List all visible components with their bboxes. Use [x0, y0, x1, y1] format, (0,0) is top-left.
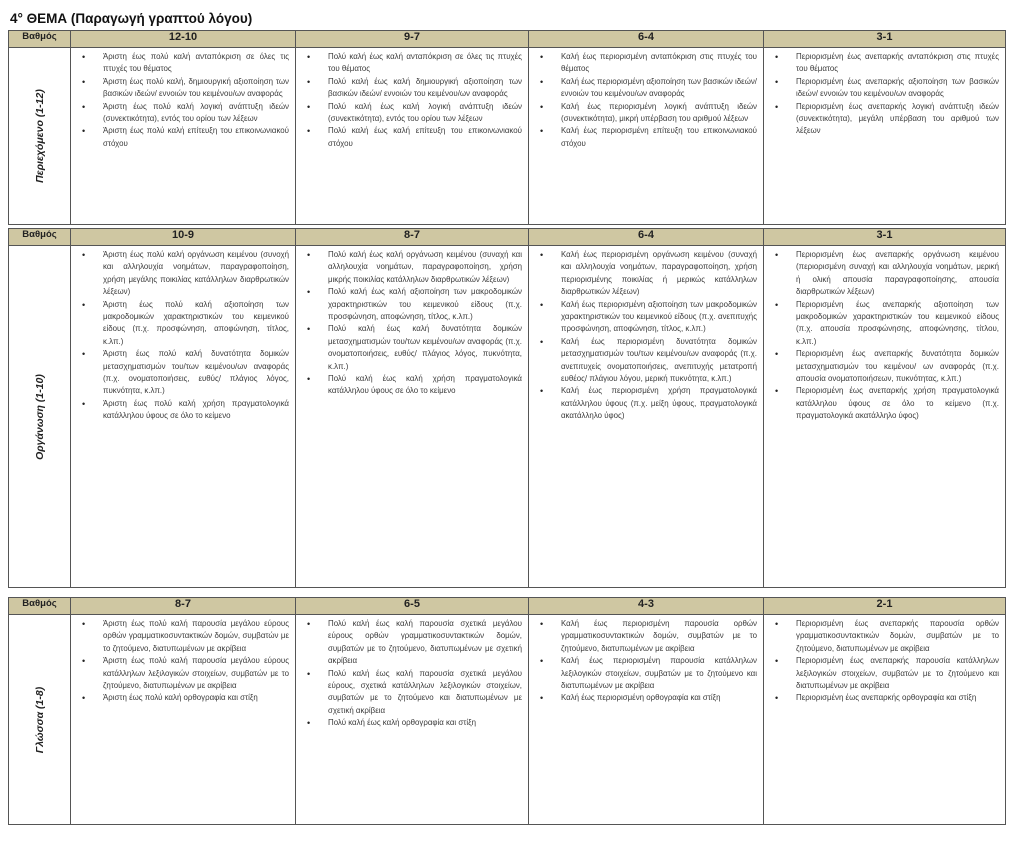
grade-header-row: Βαθμός 12-10 9-7 6-4 3-1 [8, 30, 1006, 48]
grade-label: Βαθμός [8, 30, 71, 48]
band-cell: Άριστη έως πολύ καλή παρουσία μεγάλου εύ… [70, 614, 296, 825]
descriptor-item: Καλή έως περιορισμένη δυνατότητα δομικών… [540, 336, 757, 386]
descriptor-item: Άριστη έως πολύ καλή ορθογραφία και στίξ… [82, 692, 289, 705]
descriptor-item: Καλή έως περιορισμένη παρουσία ορθών γρα… [540, 618, 757, 655]
descriptor-item: Πολύ καλή έως καλή δυνατότητα δομικών με… [307, 323, 522, 373]
descriptor-item: Πολύ καλή έως καλή παρουσία σχετικά μεγά… [307, 618, 522, 668]
descriptor-item: Καλή έως περιορισμένη αξιοποίηση των μακ… [540, 299, 757, 336]
descriptor-item: Άριστη έως πολύ καλή ανταπόκριση σε όλες… [82, 51, 289, 76]
descriptor-list: Περιορισμένη έως ανεπαρκής παρουσία ορθώ… [764, 618, 999, 705]
descriptor-item: Καλή έως περιορισμένη ορθογραφία και στί… [540, 692, 757, 705]
grade-range: 6-5 [295, 597, 529, 615]
descriptor-item: Καλή έως περιορισμένη χρήση πραγματολογι… [540, 385, 757, 422]
grade-range: 6-4 [528, 30, 764, 48]
grade-range: 3-1 [763, 228, 1006, 246]
grade-header-row: Βαθμός 10-9 8-7 6-4 3-1 [8, 228, 1006, 246]
grade-range: 6-4 [528, 228, 764, 246]
criterion-cell: Γλώσσα (1-8) [8, 614, 71, 825]
descriptor-item: Καλή έως περιορισμένη παρουσία κατάλληλω… [540, 655, 757, 692]
band-cell: Πολύ καλή έως καλή ανταπόκριση σε όλες τ… [295, 47, 529, 225]
criterion-cell: Οργάνωση (1-10) [8, 245, 71, 588]
descriptor-item: Πολύ καλή έως καλή παρουσία σχετικά μεγά… [307, 668, 522, 718]
descriptor-item: Πολύ καλή έως καλή δημιουργική αξιοποίησ… [307, 76, 522, 101]
band-cell: Άριστη έως πολύ καλή οργάνωση κειμένου (… [70, 245, 296, 588]
descriptor-item: Περιορισμένη έως ανεπαρκής παρουσία ορθώ… [775, 618, 999, 655]
criterion-label: Περιεχόμενο (1-12) [33, 89, 46, 183]
criterion-row: Γλώσσα (1-8) Άριστη έως πολύ καλή παρουσί… [8, 614, 1006, 825]
criterion-label: Οργάνωση (1-10) [33, 373, 46, 460]
document-title: 4° ΘΕΜΑ (Παραγωγή γραπτού λόγου) [10, 11, 253, 26]
descriptor-item: Περιορισμένη έως ανεπαρκής ορθογραφία κα… [775, 692, 999, 705]
descriptor-item: Άριστη έως πολύ καλή, δημιουργική αξιοπο… [82, 76, 289, 101]
descriptor-item: Πολύ καλή έως καλή ορθογραφία και στίξη [307, 717, 522, 730]
criterion-cell: Περιεχόμενο (1-12) [8, 47, 71, 225]
descriptor-list: Περιορισμένη έως ανεπαρκής ανταπόκριση σ… [764, 51, 999, 138]
descriptor-list: Καλή έως περιορισμένη παρουσία ορθών γρα… [529, 618, 757, 705]
descriptor-item: Περιορισμένη έως ανεπαρκής χρήση πραγματ… [775, 385, 999, 422]
descriptor-item: Άριστη έως πολύ καλή λογική ανάπτυξη ιδε… [82, 101, 289, 126]
band-cell: Άριστη έως πολύ καλή ανταπόκριση σε όλες… [70, 47, 296, 225]
descriptor-item: Άριστη έως πολύ καλή αξιοποίηση των μακρ… [82, 299, 289, 349]
descriptor-item: Άριστη έως πολύ καλή παρουσία μεγάλου εύ… [82, 655, 289, 692]
grade-range: 12-10 [70, 30, 296, 48]
descriptor-item: Καλή έως περιορισμένη ανταπόκριση στις π… [540, 51, 757, 76]
descriptor-item: Άριστη έως πολύ καλή επίτευξη του επικοι… [82, 125, 289, 150]
descriptor-item: Καλή έως περιορισμένη επίτευξη του επικο… [540, 125, 757, 150]
descriptor-item: Περιορισμένη έως ανεπαρκής αξιοποίηση τω… [775, 299, 999, 349]
descriptor-item: Καλή έως περιορισμένη λογική ανάπτυξη ιδ… [540, 101, 757, 126]
descriptor-item: Περιορισμένη έως ανεπαρκής δυνατότητα δο… [775, 348, 999, 385]
grade-range: 10-9 [70, 228, 296, 246]
descriptor-list: Άριστη έως πολύ καλή ανταπόκριση σε όλες… [71, 51, 289, 150]
descriptor-item: Περιορισμένη έως ανεπαρκής οργάνωση κειμ… [775, 249, 999, 299]
grade-range: 2-1 [763, 597, 1006, 615]
descriptor-item: Πολύ καλή έως καλή αξιοποίηση των μακροδ… [307, 286, 522, 323]
grade-range: 3-1 [763, 30, 1006, 48]
grade-header-row: Βαθμός 8-7 6-5 4-3 2-1 [8, 597, 1006, 615]
descriptor-list: Πολύ καλή έως καλή παρουσία σχετικά μεγά… [296, 618, 522, 730]
band-cell: Περιορισμένη έως ανεπαρκής οργάνωση κειμ… [763, 245, 1006, 588]
descriptor-item: Καλή έως περιορισμένη αξιοποίηση των βασ… [540, 76, 757, 101]
descriptor-list: Πολύ καλή έως καλή ανταπόκριση σε όλες τ… [296, 51, 522, 150]
descriptor-item: Πολύ καλή έως καλή λογική ανάπτυξη ιδεών… [307, 101, 522, 126]
descriptor-item: Άριστη έως πολύ καλή χρήση πραγματολογικ… [82, 398, 289, 423]
descriptor-list: Άριστη έως πολύ καλή παρουσία μεγάλου εύ… [71, 618, 289, 705]
descriptor-item: Άριστη έως πολύ καλή οργάνωση κειμένου (… [82, 249, 289, 299]
band-cell: Περιορισμένη έως ανεπαρκής παρουσία ορθώ… [763, 614, 1006, 825]
band-cell: Περιορισμένη έως ανεπαρκής ανταπόκριση σ… [763, 47, 1006, 225]
grade-range: 4-3 [528, 597, 764, 615]
band-cell: Καλή έως περιορισμένη ανταπόκριση στις π… [528, 47, 764, 225]
descriptor-item: Περιορισμένη έως ανεπαρκής παρουσία κατά… [775, 655, 999, 692]
grade-range: 9-7 [295, 30, 529, 48]
descriptor-item: Περιορισμένη έως ανεπαρκής αξιοποίηση τω… [775, 76, 999, 101]
descriptor-item: Καλή έως περιορισμένη οργάνωση κειμένου … [540, 249, 757, 299]
descriptor-item: Πολύ καλή έως καλή επίτευξη του επικοινω… [307, 125, 522, 150]
grade-label: Βαθμός [8, 228, 71, 246]
descriptor-item: Πολύ καλή έως καλή οργάνωση κειμένου (συ… [307, 249, 522, 286]
descriptor-item: Περιορισμένη έως ανεπαρκής ανταπόκριση σ… [775, 51, 999, 76]
grade-range: 8-7 [70, 597, 296, 615]
descriptor-item: Άριστη έως πολύ καλή παρουσία μεγάλου εύ… [82, 618, 289, 655]
band-cell: Καλή έως περιορισμένη οργάνωση κειμένου … [528, 245, 764, 588]
descriptor-list: Καλή έως περιορισμένη οργάνωση κειμένου … [529, 249, 757, 423]
descriptor-item: Άριστη έως πολύ καλή δυνατότητα δομικών … [82, 348, 289, 398]
grade-range: 8-7 [295, 228, 529, 246]
descriptor-list: Περιορισμένη έως ανεπαρκής οργάνωση κειμ… [764, 249, 999, 423]
descriptor-item: Περιορισμένη έως ανεπαρκής λογική ανάπτυ… [775, 101, 999, 138]
band-cell: Πολύ καλή έως καλή παρουσία σχετικά μεγά… [295, 614, 529, 825]
descriptor-list: Άριστη έως πολύ καλή οργάνωση κειμένου (… [71, 249, 289, 423]
descriptor-list: Καλή έως περιορισμένη ανταπόκριση στις π… [529, 51, 757, 150]
band-cell: Καλή έως περιορισμένη παρουσία ορθών γρα… [528, 614, 764, 825]
descriptor-list: Πολύ καλή έως καλή οργάνωση κειμένου (συ… [296, 249, 522, 398]
descriptor-item: Πολύ καλή έως καλή χρήση πραγματολογικά … [307, 373, 522, 398]
grade-label: Βαθμός [8, 597, 71, 615]
descriptor-item: Πολύ καλή έως καλή ανταπόκριση σε όλες τ… [307, 51, 522, 76]
criterion-row: Περιεχόμενο (1-12) Άριστη έως πολύ καλή α… [8, 47, 1006, 225]
band-cell: Πολύ καλή έως καλή οργάνωση κειμένου (συ… [295, 245, 529, 588]
criterion-row: Οργάνωση (1-10) Άριστη έως πολύ καλή οργά… [8, 245, 1006, 588]
criterion-label: Γλώσσα (1-8) [33, 686, 46, 753]
